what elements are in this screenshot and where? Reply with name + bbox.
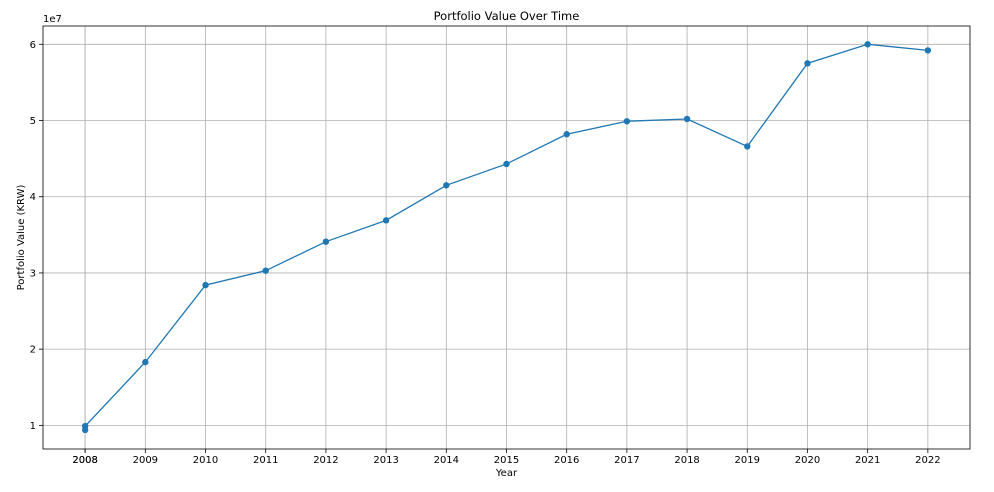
chart-title: Portfolio Value Over Time	[434, 9, 580, 23]
y-tick-label: 4	[30, 192, 36, 203]
grid	[43, 26, 970, 449]
data-point	[142, 358, 149, 366]
x-tick-label: 2016	[554, 455, 579, 466]
y-tick-label: 2	[30, 345, 36, 356]
data-point	[623, 118, 631, 125]
data-point	[81, 422, 89, 430]
y-axis-offset-label: 1e7	[43, 14, 62, 25]
data-point	[563, 131, 570, 138]
x-tick-label: 2014	[434, 455, 459, 466]
y-axis-label: Portfolio Value (KRW)	[16, 185, 27, 291]
x-tick-label: 2019	[735, 455, 760, 466]
y-tick-label: 6	[30, 40, 36, 51]
y-tick-label: 5	[30, 116, 36, 127]
x-tick-label: 2020	[795, 455, 820, 466]
y-tick-label: 3	[30, 268, 36, 279]
data-point	[202, 281, 209, 289]
x-tick-label: 2021	[855, 455, 880, 466]
x-tick-label: 2011	[253, 455, 278, 466]
data-point	[382, 217, 390, 224]
x-tick-label: 2015	[494, 455, 519, 466]
y-tick-label: 1	[30, 421, 36, 432]
data-point	[744, 143, 751, 150]
x-tick-label: 2008	[72, 455, 97, 466]
x-tick-label: 2008	[72, 455, 97, 466]
y-axis-ticks: 1 2 3 4 5 6	[30, 40, 43, 432]
series-line	[84, 43, 928, 430]
data-point	[322, 238, 330, 245]
x-tick-label: 2013	[373, 455, 398, 466]
x-tick-label: 2022	[915, 455, 940, 466]
x-tick-label: 2012	[313, 455, 338, 466]
data-point	[683, 115, 691, 123]
x-tick-label: 2009	[133, 455, 158, 466]
x-tick-label: 2017	[614, 455, 639, 466]
data-point	[503, 160, 510, 168]
data-point	[262, 267, 269, 274]
x-axis-label: Year	[495, 468, 518, 479]
data-point	[804, 60, 811, 67]
data-point	[864, 41, 871, 48]
data-point	[924, 47, 932, 54]
series-portfolio-value	[81, 41, 932, 434]
x-tick-label: 2018	[674, 455, 699, 466]
data-point	[443, 182, 450, 189]
x-tick-label: 2010	[193, 455, 218, 466]
